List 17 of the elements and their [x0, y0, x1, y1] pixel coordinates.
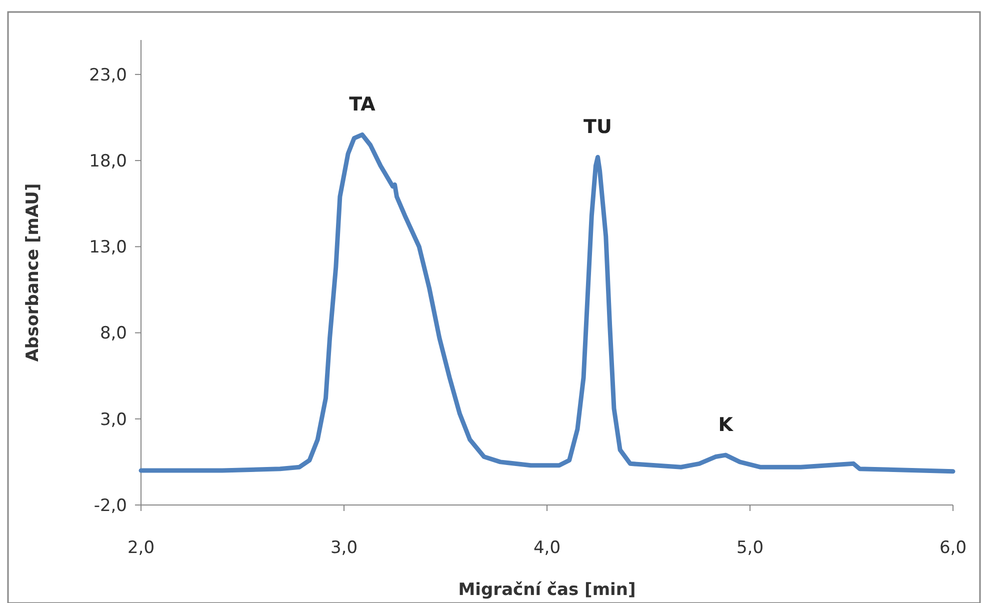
y-tick-label: -2,0	[94, 496, 127, 516]
x-tick-label: 5,0	[736, 538, 764, 558]
x-tick-label: 4,0	[533, 538, 561, 558]
x-axis-title: Migrační čas [min]	[458, 580, 636, 600]
x-tick-label: 6,0	[939, 538, 967, 558]
y-tick-label: 13,0	[89, 238, 127, 258]
y-tick-label: 3,0	[100, 410, 127, 430]
y-tick-label: 8,0	[100, 324, 127, 344]
y-tick-label: 23,0	[89, 65, 127, 86]
x-tick-label: 2,0	[127, 538, 155, 558]
y-tick-label: 18,0	[89, 152, 127, 172]
annotation: K	[718, 414, 734, 436]
x-tick-label: 3,0	[330, 538, 358, 558]
line-series	[138, 132, 956, 474]
annotation: TA	[349, 94, 376, 116]
annotation: TU	[584, 116, 612, 138]
y-axis-title: Absorbance [mAU]	[23, 183, 43, 362]
